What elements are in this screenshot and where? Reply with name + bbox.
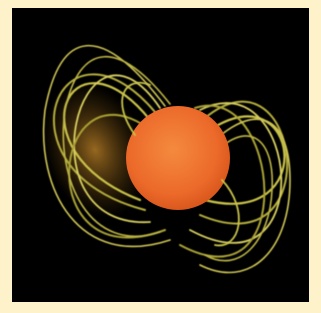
image (0, 0, 321, 313)
page (0, 0, 321, 313)
star (126, 106, 230, 210)
